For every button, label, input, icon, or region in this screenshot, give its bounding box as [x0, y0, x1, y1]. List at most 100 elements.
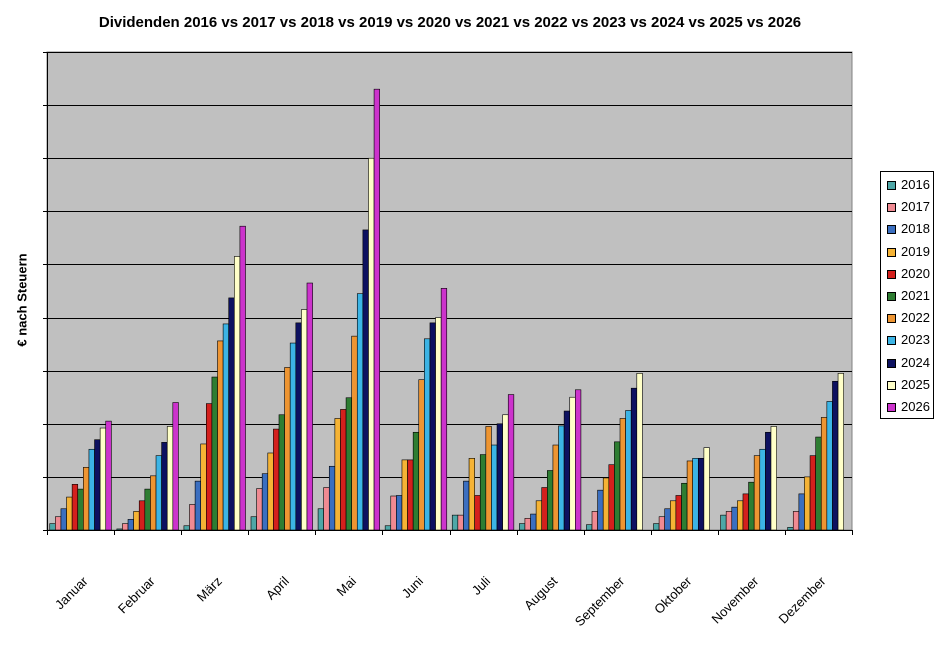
- bar-2026-Juni: [440, 288, 448, 531]
- bar-2019-Juni: [401, 459, 408, 531]
- bar-2026-Februar: [172, 402, 179, 531]
- bar-2018-April: [261, 473, 269, 531]
- bar-2026-Mai: [373, 88, 380, 531]
- legend-item: 2018: [885, 218, 935, 240]
- bar-2019-Dezember: [804, 476, 811, 531]
- bar-2020-Dezember: [809, 455, 816, 531]
- bar-2022-Juni: [418, 379, 425, 531]
- bar-2024-August: [563, 410, 571, 531]
- legend-item: 2022: [885, 307, 935, 329]
- bar-2021-Mai: [345, 397, 352, 531]
- legend-swatch: [887, 181, 896, 190]
- bar-2017-April: [256, 488, 263, 531]
- x-tick-label: März: [194, 574, 225, 605]
- bar-2024-Dezember: [832, 380, 839, 531]
- bar-2026-August: [575, 389, 582, 531]
- legend-swatch: [887, 380, 896, 390]
- bar-2019-März: [200, 443, 207, 531]
- bar-2017-Februar: [122, 523, 129, 531]
- bar-2021-Januar: [77, 488, 84, 531]
- bar-2022-April: [284, 367, 291, 531]
- bar-2026-April: [306, 282, 313, 531]
- bar-2020-Februar: [138, 500, 146, 531]
- bar-2023-August: [558, 425, 565, 531]
- bar-2021-August: [547, 470, 554, 531]
- bar-2017-Juli: [457, 514, 464, 531]
- bar-2020-Oktober: [675, 495, 682, 531]
- bar-2018-Januar: [60, 508, 67, 531]
- bar-2021-November: [748, 481, 755, 531]
- legend-label: 2016: [901, 177, 930, 192]
- bar-2023-Dezember: [826, 401, 833, 531]
- bar-2024-März: [228, 297, 235, 531]
- legend-swatch: [887, 292, 896, 301]
- bar-2016-Februar: [116, 528, 123, 531]
- bar-2017-Mai: [323, 487, 330, 531]
- bar-2020-Januar: [71, 484, 79, 531]
- bar-2018-Juli: [463, 480, 470, 531]
- legend-item: 2024: [885, 352, 935, 374]
- bar-2018-Juni: [396, 495, 403, 531]
- legend-swatch: [887, 203, 896, 213]
- bar-2021-Oktober: [681, 482, 688, 531]
- bar-2025-März: [234, 256, 241, 531]
- bar-2022-Oktober: [686, 460, 693, 531]
- bar-2017-September: [591, 511, 598, 531]
- bar-2017-März: [189, 504, 196, 531]
- x-tick-label: November: [708, 573, 761, 626]
- bar-2018-Oktober: [664, 508, 671, 531]
- bar-2025-Januar: [99, 427, 107, 531]
- legend-swatch: [887, 336, 896, 346]
- bar-2020-Juni: [407, 459, 414, 531]
- bar-2018-Mai: [328, 465, 336, 531]
- bar-2016-Dezember: [787, 527, 794, 531]
- legend-label: 2024: [901, 354, 930, 370]
- bar-2023-September: [625, 410, 632, 531]
- bar-2026-Juli: [507, 394, 515, 531]
- bar-2024-Juni: [429, 322, 436, 531]
- bar-2016-September: [586, 524, 593, 531]
- bar-2021-Dezember: [815, 436, 822, 531]
- bar-2021-September: [614, 441, 621, 531]
- legend-item: 2025: [885, 374, 935, 396]
- bar-2016-August: [519, 523, 526, 531]
- legend-label: 2022: [901, 310, 930, 326]
- bar-2021-Februar: [144, 488, 151, 531]
- bar-2022-November: [753, 455, 761, 531]
- bar-2023-November: [759, 448, 766, 531]
- bar-2025-November: [770, 426, 777, 531]
- legend-item: 2023: [885, 329, 935, 351]
- bar-2025-Juni: [435, 317, 442, 531]
- bar-2025-Juli: [502, 414, 509, 531]
- bar-2023-Februar: [155, 455, 162, 531]
- legend-item: 2020: [885, 263, 935, 285]
- legend-label: 2025: [901, 376, 930, 392]
- legend-label: 2018: [901, 221, 930, 237]
- bar-2017-November: [725, 511, 733, 531]
- bar-2024-Mai: [362, 229, 369, 531]
- legend-swatch: [887, 358, 896, 368]
- bar-2023-April: [289, 342, 297, 531]
- bar-2024-Februar: [161, 442, 168, 531]
- bar-2016-März: [183, 525, 190, 531]
- bar-2025-September: [636, 373, 643, 531]
- bar-2016-Januar: [49, 523, 56, 531]
- legend-label: 2017: [901, 199, 930, 215]
- bar-2020-März: [206, 403, 213, 531]
- legend-swatch: [887, 403, 896, 412]
- bar-2025-Februar: [166, 426, 174, 531]
- bar-2022-Dezember: [820, 417, 828, 531]
- bar-2020-Juli: [474, 495, 481, 531]
- legend-label: 2023: [901, 332, 930, 348]
- chart-title: Dividenden 2016 vs 2017 vs 2018 vs 2019 …: [98, 14, 802, 31]
- bar-2020-November: [742, 493, 749, 531]
- bar-2019-April: [267, 452, 274, 531]
- bar-2019-Januar: [66, 496, 73, 531]
- bar-2023-Juni: [424, 338, 431, 531]
- bar-2022-Februar: [150, 475, 157, 531]
- bar-2025-April: [301, 309, 308, 531]
- bar-2017-August: [524, 518, 531, 531]
- bar-2023-März: [222, 323, 230, 531]
- x-tick-label: Mai: [334, 573, 359, 598]
